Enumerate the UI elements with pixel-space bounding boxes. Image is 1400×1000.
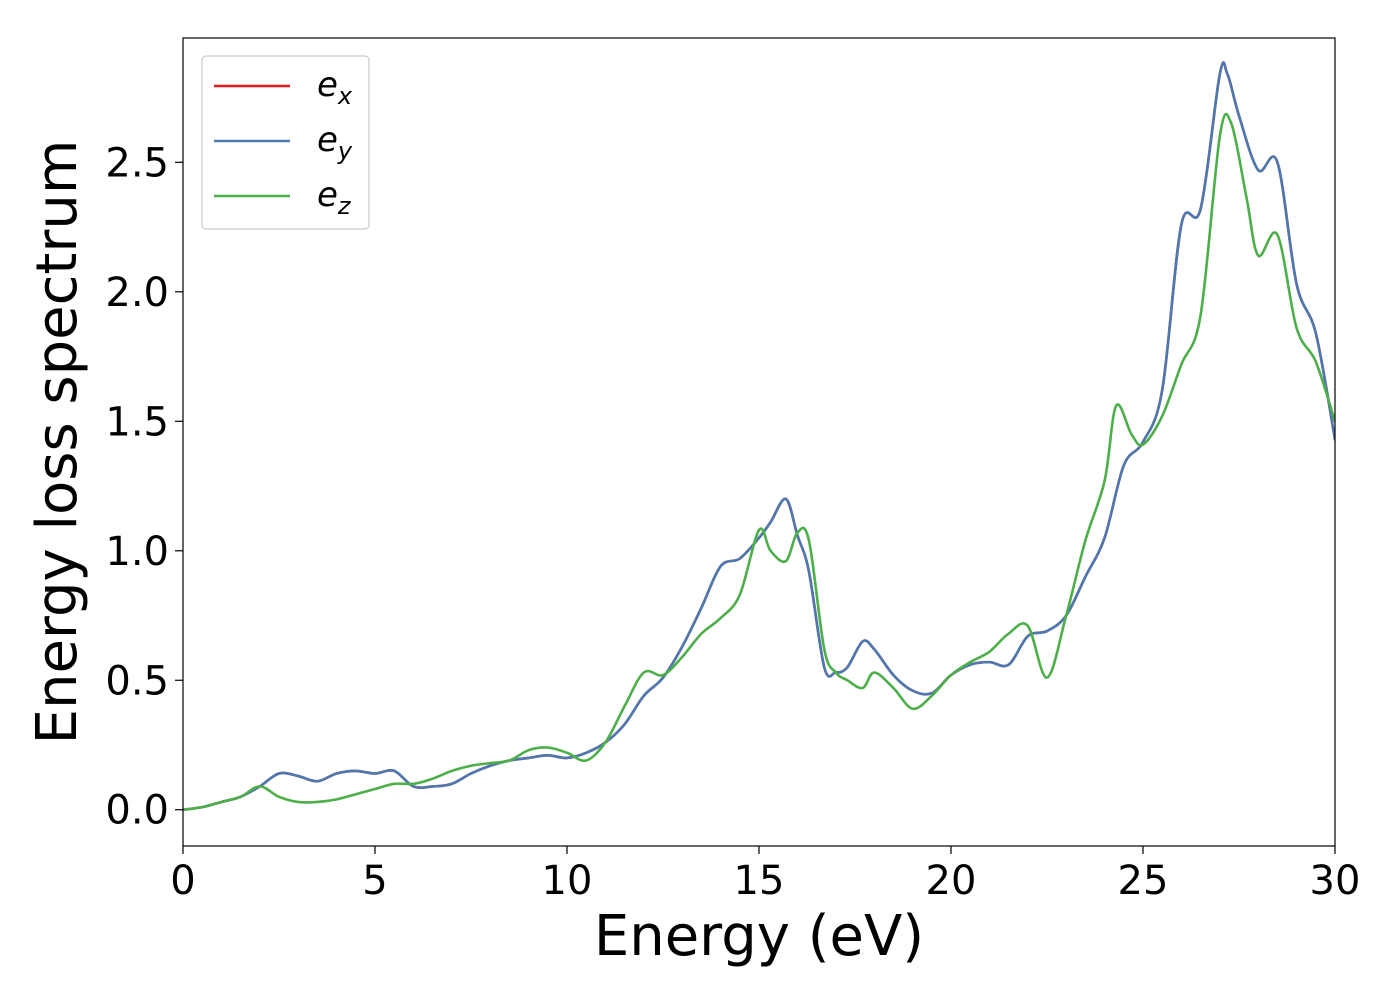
- series-line-e-y: [183, 61, 1335, 812]
- x-tick-label: 25: [1118, 858, 1169, 904]
- x-axis-label: Energy (eV): [594, 904, 924, 969]
- legend-label-subscript: y: [337, 137, 353, 165]
- legend-label-e-z: ez: [317, 175, 352, 220]
- legend-label-subscript: x: [337, 82, 353, 110]
- x-tick-label: 20: [926, 858, 977, 904]
- x-tick-label: 30: [1310, 858, 1361, 904]
- legend-label-subscript: z: [337, 192, 352, 220]
- plot-area: [182, 37, 1336, 847]
- y-tick-label: 2.0: [105, 270, 169, 316]
- legend-box: [201, 55, 370, 230]
- legend-label-base: e: [317, 175, 338, 215]
- y-axis: 0.0 0.5 1.0 1.5 2.0 2.5: [105, 140, 183, 834]
- series-line-e-z: [183, 112, 1335, 812]
- x-tick-label: 15: [734, 858, 785, 904]
- y-tick-label: 0.5: [105, 658, 169, 704]
- x-tick-label: 10: [542, 858, 593, 904]
- y-tick-label: 1.5: [105, 399, 169, 445]
- legend-label-base: e: [317, 65, 338, 105]
- x-tick-label: 5: [362, 858, 387, 904]
- series-layer: [183, 61, 1335, 812]
- legend-label-e-y: ey: [317, 120, 353, 165]
- x-tick-label: 0: [170, 858, 195, 904]
- y-tick-label: 0.0: [105, 788, 169, 834]
- legend-label-base: e: [317, 120, 338, 160]
- legend-label-e-x: ex: [317, 65, 353, 110]
- y-tick-label: 1.0: [105, 529, 169, 575]
- y-tick-label: 2.5: [105, 140, 169, 186]
- x-axis: 0 5 10 15 20 25 30: [170, 846, 1360, 904]
- y-axis-label: Energy loss spectrum: [25, 140, 90, 745]
